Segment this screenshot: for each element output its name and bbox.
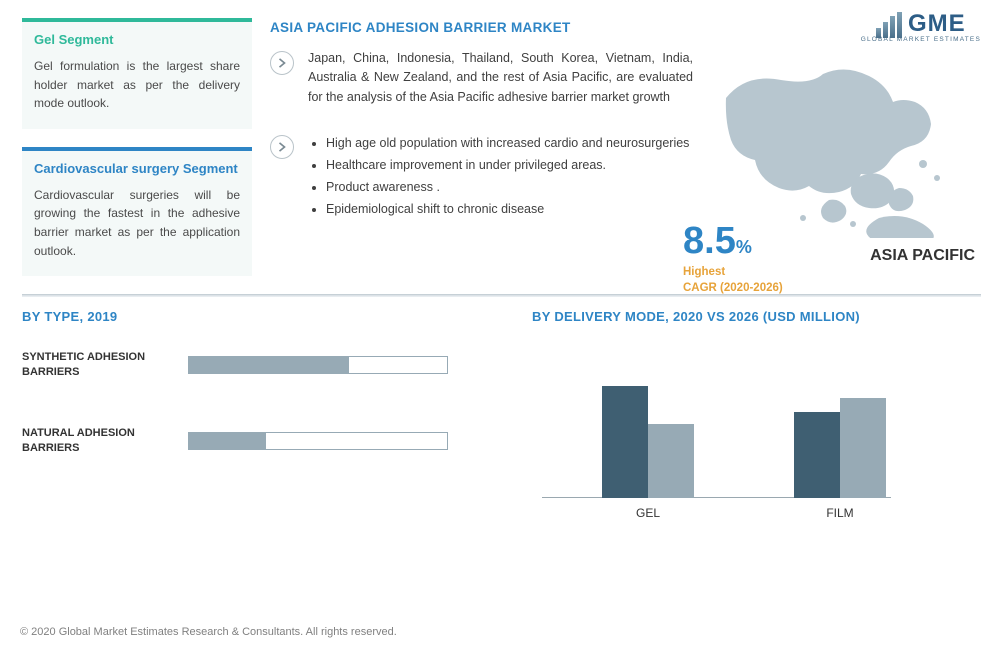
copyright-footer: © 2020 Global Market Estimates Research … bbox=[20, 626, 397, 638]
logo-bars-icon bbox=[876, 12, 902, 38]
hbar-track bbox=[188, 432, 448, 450]
hbar-track bbox=[188, 356, 448, 374]
bar-2026 bbox=[648, 424, 694, 498]
segment-body: Gel formulation is the largest share hol… bbox=[34, 57, 240, 113]
chevron-right-icon bbox=[270, 135, 294, 159]
list-item: High age old population with increased c… bbox=[326, 133, 689, 155]
section-divider bbox=[22, 294, 981, 297]
bar-2020 bbox=[794, 412, 840, 498]
by-type-chart: BY TYPE, 2019 SYNTHETIC ADHESION BARRIER… bbox=[22, 309, 492, 520]
bar-group bbox=[790, 398, 890, 499]
left-segment-column: Gel Segment Gel formulation is the large… bbox=[22, 18, 252, 276]
logo-text: GME bbox=[908, 10, 966, 38]
list-item: Product awareness . bbox=[326, 177, 689, 199]
segment-box-gel: Gel Segment Gel formulation is the large… bbox=[22, 18, 252, 129]
center-column: ASIA PACIFIC ADHESION BARRIER MARKET Jap… bbox=[270, 18, 693, 276]
intro-text: Japan, China, Indonesia, Thailand, South… bbox=[308, 49, 693, 107]
gme-logo: GME GLOBAL MARKET ESTIMATES bbox=[861, 10, 981, 43]
segment-body: Cardiovascular surgeries will be growing… bbox=[34, 186, 240, 260]
hbar-row: SYNTHETIC ADHESION BARRIERS bbox=[22, 350, 492, 380]
cagr-unit: % bbox=[736, 237, 752, 257]
cagr-caption: CAGR (2020-2026) bbox=[683, 282, 783, 294]
hbar-label: SYNTHETIC ADHESION BARRIERS bbox=[22, 350, 172, 380]
segment-title: Cardiovascular surgery Segment bbox=[34, 161, 240, 176]
hbar-fill bbox=[189, 433, 266, 449]
bar-group bbox=[598, 386, 698, 498]
hbar-row: NATURAL ADHESION BARRIERS bbox=[22, 426, 492, 456]
segment-box-cardio: Cardiovascular surgery Segment Cardiovas… bbox=[22, 147, 252, 276]
segment-title: Gel Segment bbox=[34, 32, 240, 47]
group-label: FILM bbox=[790, 506, 890, 520]
group-label: GEL bbox=[598, 506, 698, 520]
asia-pacific-map-icon bbox=[711, 68, 971, 238]
drivers-list: High age old population with increased c… bbox=[308, 133, 689, 221]
list-item: Epidemiological shift to chronic disease bbox=[326, 199, 689, 221]
right-column: GME GLOBAL MARKET ESTIMATES ASIA PACI bbox=[711, 18, 981, 276]
hbar-label: NATURAL ADHESION BARRIERS bbox=[22, 426, 172, 456]
bar-2020 bbox=[602, 386, 648, 498]
cagr-block: 8.5% Highest CAGR (2020-2026) bbox=[683, 220, 783, 296]
cagr-value: 8.5 bbox=[683, 220, 736, 262]
by-delivery-chart: BY DELIVERY MODE, 2020 VS 2026 (USD MILL… bbox=[532, 309, 981, 520]
hbar-fill bbox=[189, 357, 349, 373]
chart-title: BY DELIVERY MODE, 2020 VS 2026 (USD MILL… bbox=[532, 309, 981, 324]
main-title: ASIA PACIFIC ADHESION BARRIER MARKET bbox=[270, 20, 693, 35]
list-item: Healthcare improvement in under privileg… bbox=[326, 155, 689, 177]
chart-title: BY TYPE, 2019 bbox=[22, 309, 492, 324]
logo-subtext: GLOBAL MARKET ESTIMATES bbox=[861, 36, 981, 43]
chevron-right-icon bbox=[270, 51, 294, 75]
cagr-caption: Highest bbox=[683, 266, 725, 278]
bar-2026 bbox=[840, 398, 886, 499]
